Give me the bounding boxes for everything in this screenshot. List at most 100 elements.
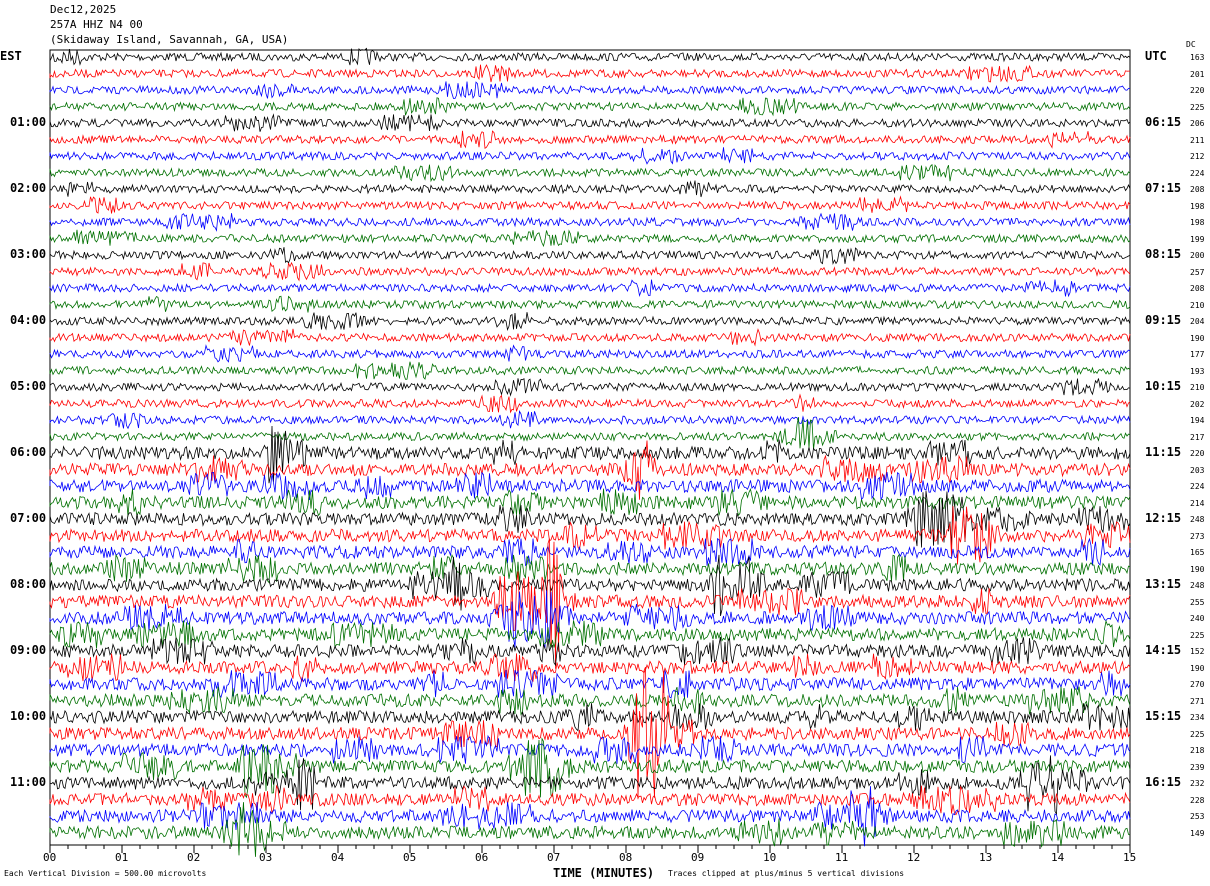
x-tick-label: 07	[547, 851, 561, 864]
trace-line	[49, 393, 1131, 414]
trace-line	[49, 64, 1130, 83]
x-tick-label: 09	[691, 851, 705, 864]
x-tick-label: 02	[187, 851, 201, 864]
right-time-label: 07:15	[1145, 181, 1182, 195]
dc-offset: 214	[1190, 498, 1205, 508]
trace-line	[49, 312, 1131, 331]
left-time-label: 09:00	[10, 643, 47, 657]
left-time-label: 02:00	[10, 181, 47, 195]
x-tick-label: 08	[619, 851, 633, 864]
right-time-label: 16:15	[1145, 775, 1182, 789]
trace-line	[49, 247, 1131, 266]
right-time-label: 09:15	[1145, 313, 1182, 327]
right-time-label: 10:15	[1145, 379, 1182, 393]
dc-offset: 212	[1190, 152, 1205, 161]
dc-offset: 204	[1190, 317, 1205, 326]
trace-line	[49, 180, 1131, 198]
dc-offset: 220	[1190, 449, 1205, 458]
date: Dec12,2025	[50, 3, 117, 16]
dc-offset: 248	[1190, 515, 1205, 524]
station: 257A HHZ N4 00	[50, 18, 143, 31]
dc-offset: 190	[1190, 333, 1205, 343]
trace-line	[49, 506, 1131, 565]
trace-line	[49, 410, 1131, 430]
dc-offset: 208	[1190, 185, 1205, 194]
trace-line	[49, 553, 1131, 584]
dc-offset: 203	[1190, 465, 1205, 475]
trace-line	[49, 361, 1131, 380]
dc-offset: 255	[1190, 597, 1205, 607]
dc-offset: 190	[1190, 663, 1205, 673]
trace-line	[49, 737, 1131, 799]
trace-line	[49, 802, 1131, 857]
trace-line	[49, 490, 1131, 548]
right-timezone: UTC	[1145, 49, 1167, 63]
trace-line	[49, 47, 1131, 66]
x-tick-label: 10	[763, 851, 777, 864]
trace-line	[49, 537, 1131, 567]
trace-line	[49, 81, 1131, 100]
trace-line	[49, 279, 1131, 298]
dc-offset: 193	[1190, 366, 1205, 376]
left-timezone: EST	[0, 49, 22, 63]
right-time-label: 11:15	[1145, 445, 1182, 459]
dc-offset: 257	[1190, 267, 1205, 277]
x-tick-label: 00	[43, 851, 57, 864]
trace-line	[49, 97, 1131, 117]
left-time-label: 01:00	[10, 115, 47, 129]
trace-line	[49, 786, 1131, 847]
location: (Skidaway Island, Savannah, GA, USA)	[50, 33, 289, 46]
x-tick-label: 01	[115, 851, 129, 864]
dc-offset: 198	[1190, 218, 1205, 227]
dc-offset: 225	[1190, 729, 1205, 739]
dc-offset: 218	[1190, 746, 1205, 755]
left-time-label: 06:00	[10, 445, 47, 459]
trace-line	[49, 195, 1131, 214]
trace-line	[49, 147, 1131, 165]
trace-line	[49, 487, 1131, 518]
trace-line	[49, 653, 1131, 683]
dc-offset: 270	[1190, 680, 1205, 689]
left-time-label: 03:00	[10, 247, 47, 261]
right-time-label: 12:15	[1145, 511, 1182, 525]
dc-offset: 253	[1190, 812, 1205, 821]
x-tick-label: 06	[475, 851, 489, 864]
dc-offset: 149	[1190, 828, 1205, 838]
right-time-label: 08:15	[1145, 247, 1182, 261]
dc-offset: 225	[1190, 102, 1205, 112]
trace-line	[49, 666, 1131, 800]
right-time-label: 13:15	[1145, 577, 1182, 591]
trace-line	[49, 229, 1131, 248]
trace-line	[49, 590, 1131, 649]
trace-line	[49, 163, 1131, 183]
dc-offset: 240	[1190, 614, 1205, 623]
trace-line	[49, 703, 1131, 732]
dc-offset: 225	[1190, 630, 1205, 640]
dc-offset: 248	[1190, 581, 1205, 590]
left-time-label: 05:00	[10, 379, 47, 393]
dc-offset: 202	[1190, 399, 1205, 409]
trace-line	[49, 417, 1131, 450]
trace-line	[49, 734, 1131, 764]
trace-line	[49, 130, 1131, 150]
dc-offset: 217	[1190, 432, 1205, 442]
trace-line	[49, 113, 1131, 132]
x-tick-label: 05	[403, 851, 417, 864]
trace-line	[49, 554, 1131, 616]
left-time-label: 11:00	[10, 775, 47, 789]
dc-offset: 194	[1190, 416, 1205, 425]
trace-line	[49, 686, 1131, 716]
dc-offset: 234	[1190, 713, 1205, 722]
x-tick-label: 03	[259, 851, 273, 864]
dc-offset: 210	[1190, 383, 1205, 392]
trace-line	[49, 784, 1131, 816]
dc-offset: 198	[1190, 201, 1205, 211]
left-time-label: 04:00	[10, 313, 47, 327]
right-time-label: 14:15	[1145, 643, 1182, 657]
trace-line	[49, 212, 1131, 232]
trace-line	[49, 669, 1131, 699]
dc-offset: 177	[1190, 350, 1205, 359]
trace-line	[49, 261, 1131, 282]
x-tick-label: 12	[907, 851, 921, 864]
